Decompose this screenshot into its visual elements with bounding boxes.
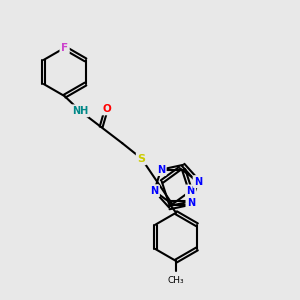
Text: NH: NH <box>72 106 88 116</box>
Text: N: N <box>194 177 202 187</box>
Text: N: N <box>157 165 165 175</box>
Text: S: S <box>137 154 146 164</box>
Text: N: N <box>187 198 195 208</box>
Text: N: N <box>187 198 195 208</box>
Text: F: F <box>61 43 68 53</box>
Text: N: N <box>150 186 158 196</box>
Text: CH₃: CH₃ <box>168 276 184 285</box>
Text: N: N <box>150 186 158 196</box>
Text: O: O <box>102 104 111 114</box>
Text: N: N <box>187 186 195 196</box>
